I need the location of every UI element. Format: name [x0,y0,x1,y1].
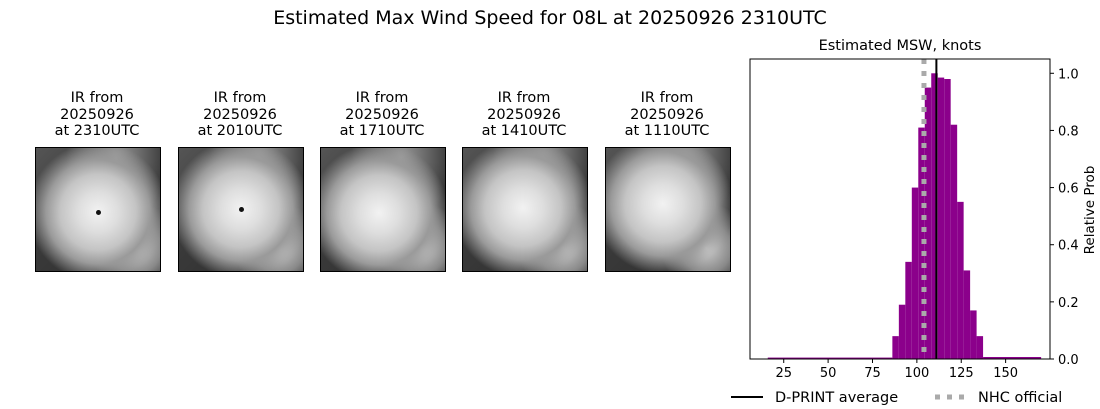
histogram-bar [892,336,899,359]
histogram-bar [944,79,951,359]
satellite-panel-title-line: 20250926 [60,106,134,123]
satellite-panel-title-line: IR from [497,90,551,106]
figure-title: Estimated Max Wind Speed for 08L at 2025… [273,7,827,29]
satellite-panel-title: IR from 20250926 at 1110UTC [587,90,747,140]
satellite-panel-title-line: at 1710UTC [339,123,425,139]
chart-title: Estimated MSW, knots [819,38,982,54]
axes-frame [749,58,1051,360]
satellite-panel-title-line: IR from [640,90,694,106]
satellite-panel-title-line: at 1410UTC [481,123,567,139]
ir-satellite-image [35,147,161,272]
histogram-bar [983,357,1042,359]
satellite-panel-title: IR from 20250926 at 2010UTC [160,90,320,140]
satellite-panel-title-line: at 2310UTC [54,123,140,139]
histogram-bar [976,336,984,359]
y-axis-label: Relative Prob [1082,166,1098,255]
hurricane-eye [239,207,244,212]
y-tick-label: 1.0 [1058,67,1079,82]
x-tick-label: 100 [904,366,929,381]
y-tick-label: 0.8 [1058,124,1079,139]
satellite-panel-title: IR from 20250926 at 1410UTC [444,90,604,140]
histogram-bar [898,304,906,359]
y-tick-label: 0.6 [1058,182,1079,197]
histogram-bar [767,357,893,359]
hurricane-eye [96,210,101,215]
satellite-panel-title-line: at 2010UTC [197,123,283,139]
histogram-bar [963,270,971,359]
satellite-panel-title-line: 20250926 [630,106,704,123]
histogram-bar [911,187,919,359]
histogram-bar [931,73,938,360]
ir-satellite-image [320,147,446,272]
histogram-bar [950,124,958,359]
histogram-bar [957,201,964,359]
x-tick-label: 25 [775,366,792,381]
y-tick-label: 0.2 [1058,296,1079,311]
satellite-panel-title-line: IR from [70,90,124,106]
satellite-panel-title: IR from 20250926 at 2310UTC [17,90,177,140]
legend-nhc-label: NHC official [978,390,1062,406]
x-tick-label: 150 [993,366,1018,381]
ir-satellite-image [178,147,304,272]
ir-satellite-image [605,147,731,272]
satellite-panel-title-line: IR from [355,90,409,106]
histogram-bar [970,310,977,359]
y-tick-label: 0.0 [1058,353,1079,368]
satellite-panel-title-line: 20250926 [203,106,277,123]
satellite-panel-title-line: 20250926 [345,106,419,123]
histogram-bar [937,77,945,360]
ir-satellite-image [462,147,588,272]
histogram-bar [905,261,912,359]
legend-dprint-label: D-PRINT average [775,390,898,406]
histogram-bar [924,87,932,360]
satellite-panel-title-line: IR from [213,90,267,106]
satellite-panel-title-line: at 1110UTC [624,123,710,139]
satellite-panel-title-line: 20250926 [487,106,561,123]
x-tick-label: 75 [864,366,881,381]
y-tick-label: 0.4 [1058,239,1079,254]
x-tick-label: 125 [949,366,974,381]
satellite-panel-title: IR from 20250926 at 1710UTC [302,90,462,140]
x-tick-label: 50 [820,366,837,381]
